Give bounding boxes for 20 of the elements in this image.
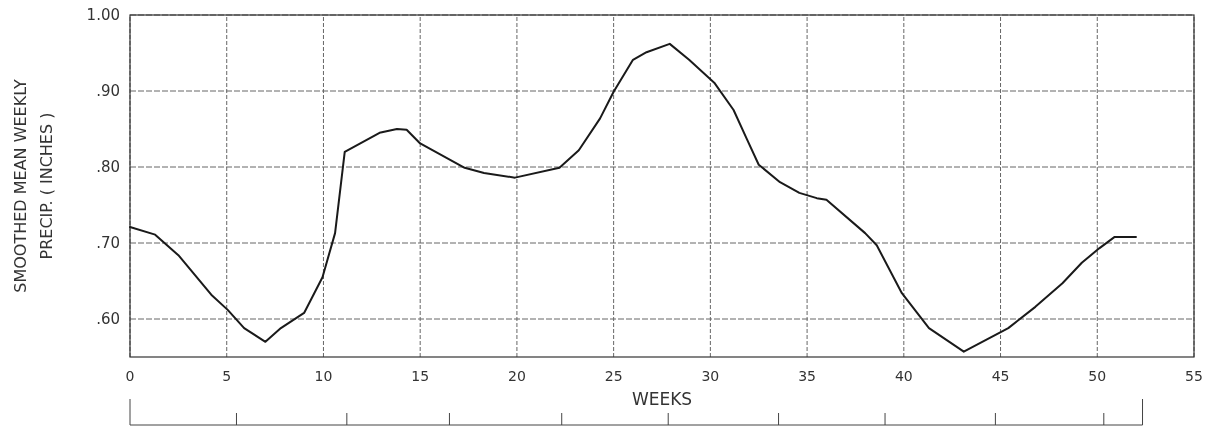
x-tick-label: 0: [125, 368, 135, 384]
y-tick-label: 1.00: [86, 6, 120, 24]
x-tick-label: 50: [1088, 368, 1107, 384]
x-tick-label: 40: [894, 368, 913, 384]
x-tick-label: 10: [314, 368, 333, 384]
y-tick-label: .70: [96, 234, 120, 252]
x-tick-label: 20: [508, 368, 526, 384]
y-tick-label: .90: [96, 82, 120, 100]
x-tick-label: 55: [1185, 368, 1203, 384]
y-tick-label: .80: [96, 158, 120, 176]
x-tick-label: 45: [991, 368, 1010, 384]
x-tick-label: 25: [604, 368, 623, 384]
x-tick-label: 30: [701, 368, 720, 384]
y-tick-label: .60: [96, 310, 120, 328]
x-tick-label: 5: [222, 368, 232, 384]
x-tick-label: 35: [798, 368, 816, 384]
y-axis-title: SMOOTHED MEAN WEEKLY PRECIP. ( INCHES ): [11, 79, 56, 293]
x-axis-title: WEEKS: [631, 389, 693, 409]
line-series: [129, 42, 1137, 353]
x-tick-label: 15: [411, 368, 430, 384]
